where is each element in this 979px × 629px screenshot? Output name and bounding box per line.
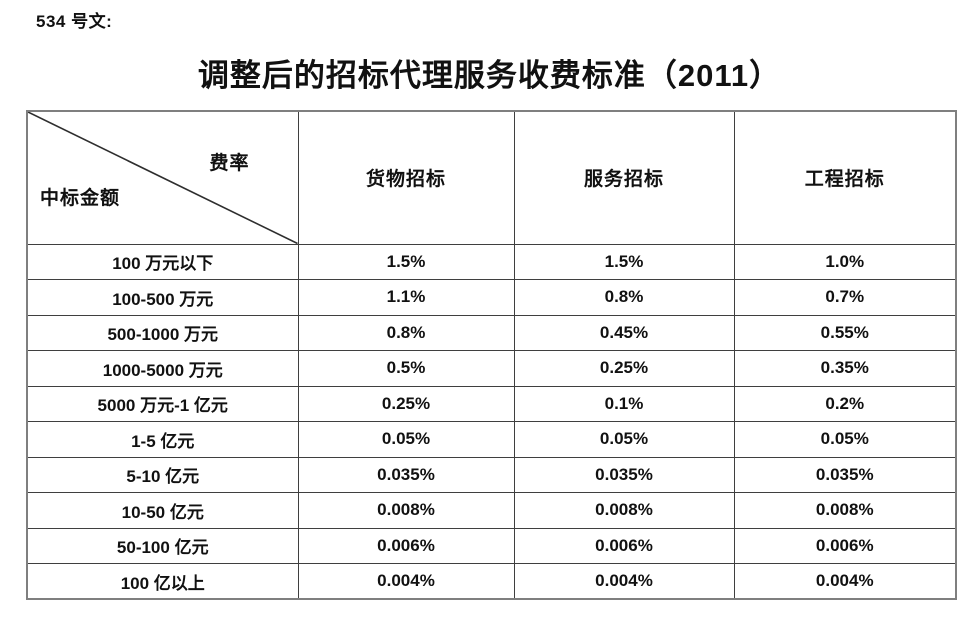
- rate-value-cell: 0.05%: [297, 421, 515, 458]
- rate-value-cell: 0.035%: [297, 456, 515, 493]
- corner-amount-label: 中标金额: [40, 187, 121, 209]
- row-amount-label: 1000-5000 万元: [26, 350, 299, 387]
- rate-value-cell: 0.7%: [733, 279, 957, 316]
- rate-value-cell: 0.006%: [297, 527, 515, 564]
- table-row: 100 万元以下 1.5% 1.5% 1.0%: [26, 243, 957, 280]
- rate-value-cell: 0.035%: [733, 456, 957, 493]
- row-amount-label: 500-1000 万元: [26, 314, 299, 351]
- rate-value-cell: 1.0%: [733, 243, 957, 280]
- table-row: 5000 万元-1 亿元 0.25% 0.1% 0.2%: [26, 385, 957, 422]
- table-row: 1-5 亿元 0.05% 0.05% 0.05%: [26, 421, 957, 458]
- column-header-service-bidding: 服务招标: [513, 110, 735, 245]
- doc-reference: 534 号文:: [36, 12, 113, 31]
- rate-value-cell: 0.25%: [513, 350, 735, 387]
- rate-value-cell: 0.8%: [297, 314, 515, 351]
- table-row: 10-50 亿元 0.008% 0.008% 0.008%: [26, 492, 957, 529]
- corner-rate-label: 费率: [209, 153, 250, 174]
- header-row: 费率 中标金额 货物招标 服务招标 工程招标: [26, 110, 957, 245]
- rate-value-cell: 0.004%: [297, 563, 515, 600]
- rate-value-cell: 0.004%: [513, 563, 735, 600]
- rate-value-cell: 0.05%: [733, 421, 957, 458]
- rate-value-cell: 0.35%: [733, 350, 957, 387]
- row-amount-label: 5-10 亿元: [26, 456, 299, 493]
- table-row: 500-1000 万元 0.8% 0.45% 0.55%: [26, 314, 957, 351]
- row-amount-label: 100-500 万元: [26, 279, 299, 316]
- rate-value-cell: 1.1%: [297, 279, 515, 316]
- table-row: 1000-5000 万元 0.5% 0.25% 0.35%: [26, 350, 957, 387]
- column-header-goods-bidding: 货物招标: [297, 110, 515, 245]
- rate-value-cell: 0.5%: [297, 350, 515, 387]
- table-row: 5-10 亿元 0.035% 0.035% 0.035%: [26, 456, 957, 493]
- rate-value-cell: 0.2%: [733, 385, 957, 422]
- rate-value-cell: 0.035%: [513, 456, 735, 493]
- rate-value-cell: 0.008%: [297, 492, 515, 529]
- row-amount-label: 1-5 亿元: [26, 421, 299, 458]
- diagonal-header-cell: 费率 中标金额: [26, 110, 299, 245]
- diagonal-divider-line: [28, 112, 298, 244]
- column-header-works-bidding: 工程招标: [733, 110, 957, 245]
- rate-value-cell: 0.25%: [297, 385, 515, 422]
- row-amount-label: 50-100 亿元: [26, 527, 299, 564]
- rate-value-cell: 0.45%: [513, 314, 735, 351]
- row-amount-label: 5000 万元-1 亿元: [26, 385, 299, 422]
- rate-value-cell: 0.55%: [733, 314, 957, 351]
- row-amount-label: 100 亿以上: [26, 563, 299, 600]
- fee-table-body: 100 万元以下 1.5% 1.5% 1.0% 100-500 万元 1.1% 0.8% 0.…: [26, 243, 957, 600]
- row-amount-label: 100 万元以下: [26, 243, 299, 280]
- table-row: 50-100 亿元 0.006% 0.006% 0.006%: [26, 527, 957, 564]
- rate-value-cell: 0.8%: [513, 279, 735, 316]
- page-title: 调整后的招标代理服务收费标准（2011）: [197, 58, 782, 93]
- row-amount-label: 10-50 亿元: [26, 492, 299, 529]
- rate-value-cell: 1.5%: [297, 243, 515, 280]
- rate-value-cell: 0.008%: [513, 492, 735, 529]
- rate-value-cell: 1.5%: [513, 243, 735, 280]
- fee-rate-table: 费率 中标金额 货物招标 服务招标 工程招标 100 万元以下 1.5% 1.5% 1…: [26, 110, 957, 600]
- table-row: 100-500 万元 1.1% 0.8% 0.7%: [26, 279, 957, 316]
- rate-value-cell: 0.004%: [733, 563, 957, 600]
- rate-value-cell: 0.1%: [513, 385, 735, 422]
- table-row: 100 亿以上 0.004% 0.004% 0.004%: [26, 563, 957, 600]
- rate-value-cell: 0.006%: [733, 527, 957, 564]
- rate-value-cell: 0.05%: [513, 421, 735, 458]
- rate-value-cell: 0.008%: [733, 492, 957, 529]
- rate-value-cell: 0.006%: [513, 527, 735, 564]
